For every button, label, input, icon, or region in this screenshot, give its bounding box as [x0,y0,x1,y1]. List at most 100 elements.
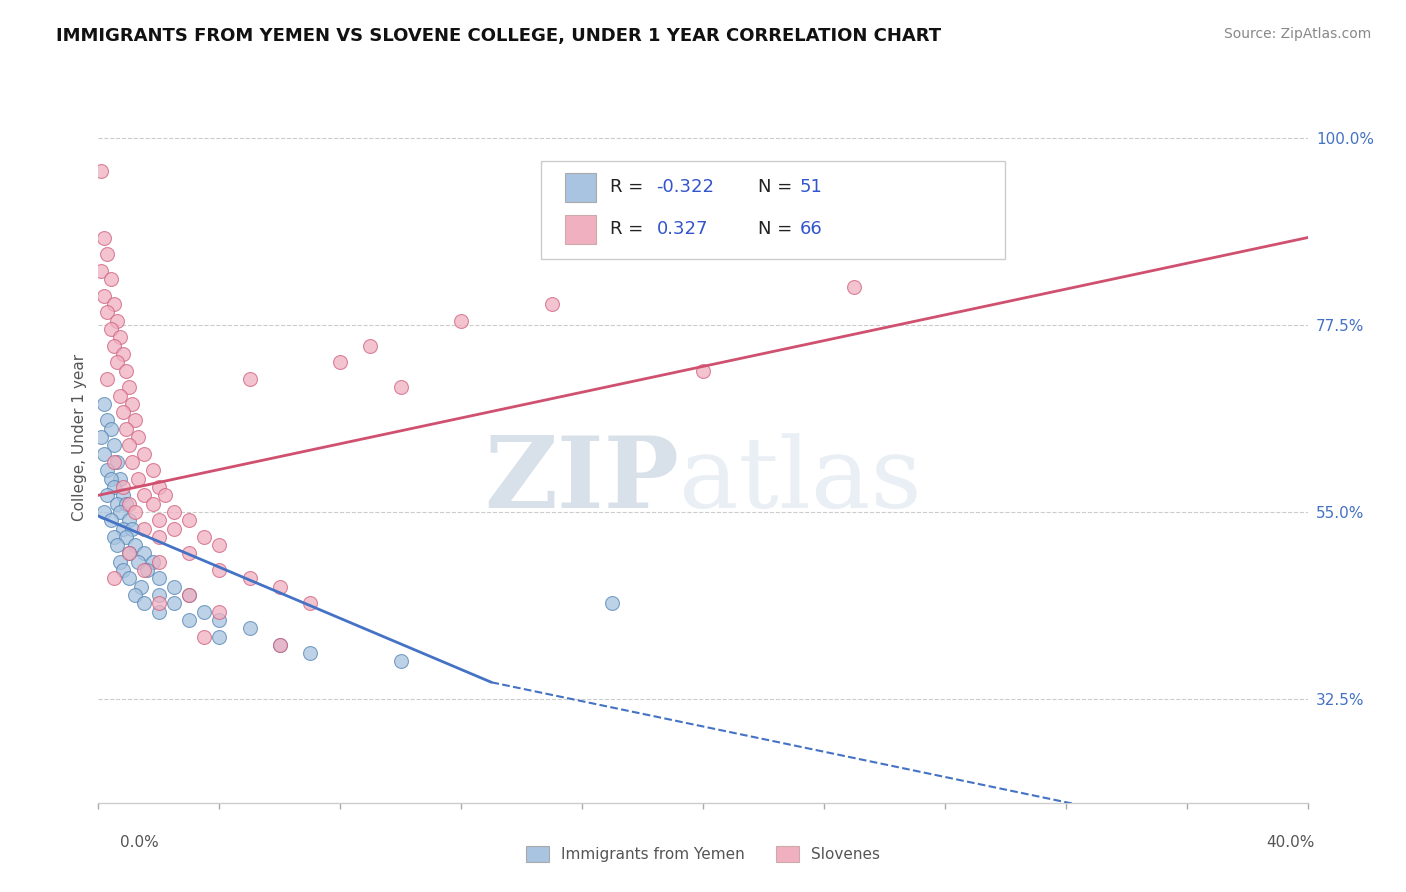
Point [135,563,157,577]
Point [105,455,128,469]
Point [132,546,155,560]
Point [96,463,118,477]
Point [93,289,115,303]
Point [93,447,115,461]
Text: 40.0%: 40.0% [1267,836,1315,850]
Point [269,638,291,652]
Point [100,322,122,336]
Point [118,546,141,560]
Point [90,430,112,444]
Text: N =: N = [758,178,797,196]
Point [90,264,112,278]
Point [142,555,165,569]
Point [118,497,141,511]
Point [114,422,136,436]
Point [299,596,322,610]
Point [148,480,170,494]
Point [148,605,170,619]
Point [132,521,155,535]
Point [111,347,134,361]
Point [114,497,136,511]
Text: atlas: atlas [679,434,921,529]
Point [105,314,128,328]
Point [108,555,131,569]
Point [163,521,186,535]
Point [142,463,165,477]
Point [124,588,146,602]
Text: R =: R = [610,220,650,238]
Point [121,397,143,411]
Point [179,546,201,560]
Text: 66: 66 [800,220,823,238]
Point [179,613,201,627]
Point [360,338,382,352]
Point [105,355,128,369]
Point [239,621,262,635]
Point [103,297,125,311]
Point [127,472,149,486]
Point [132,488,155,502]
Point [96,247,118,261]
Point [208,538,231,552]
Point [103,455,125,469]
Point [269,580,291,594]
Text: 0.327: 0.327 [657,220,709,238]
Point [148,596,170,610]
Point [105,497,128,511]
Point [124,505,146,519]
Point [100,422,122,436]
Point [602,596,624,610]
Point [127,555,149,569]
Point [239,372,262,386]
Point [111,405,134,419]
Point [100,272,122,286]
Point [108,388,131,402]
Point [118,438,141,452]
Text: R =: R = [610,178,650,196]
Point [148,571,170,585]
Point [111,480,134,494]
Point [121,455,143,469]
Point [121,521,143,535]
Point [100,472,122,486]
Text: ZIP: ZIP [484,433,679,530]
Point [193,605,215,619]
Point [450,314,472,328]
Point [179,588,201,602]
Point [208,613,231,627]
Point [108,330,131,344]
Point [93,505,115,519]
Text: Source: ZipAtlas.com: Source: ZipAtlas.com [1223,27,1371,41]
Point [142,497,165,511]
Point [93,230,115,244]
Point [114,363,136,377]
Point [163,505,186,519]
Point [96,305,118,319]
Point [103,480,125,494]
Point [389,655,412,669]
Point [179,513,201,527]
Point [208,605,231,619]
Point [239,571,262,585]
Y-axis label: College, Under 1 year: College, Under 1 year [72,353,87,521]
Point [103,338,125,352]
Point [111,521,134,535]
Point [118,380,141,394]
Point [124,538,146,552]
Point [163,596,186,610]
Point [108,505,131,519]
Point [389,380,412,394]
Point [111,563,134,577]
Point [93,397,115,411]
Point [692,363,714,377]
Text: -0.322: -0.322 [657,178,714,196]
Point [103,438,125,452]
Point [329,355,352,369]
Point [114,530,136,544]
Legend: Immigrants from Yemen, Slovenes: Immigrants from Yemen, Slovenes [520,840,886,868]
Point [132,447,155,461]
Point [118,546,141,560]
Point [132,563,155,577]
Text: 0.0%: 0.0% [120,836,159,850]
Point [208,563,231,577]
